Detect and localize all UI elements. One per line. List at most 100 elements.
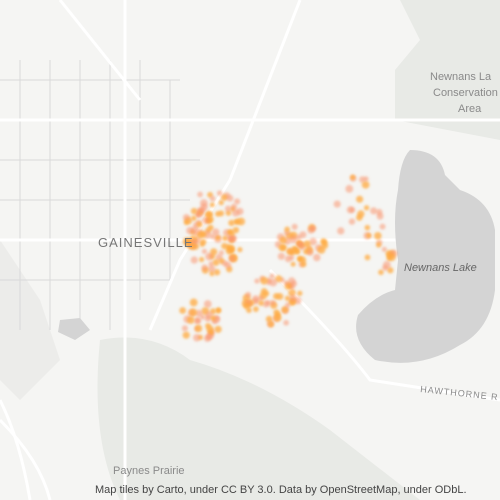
incident-point — [190, 256, 198, 264]
incident-point — [205, 211, 213, 219]
incident-point — [203, 300, 212, 308]
area-label: Conservation — [433, 87, 498, 99]
incident-point — [237, 217, 246, 226]
incident-point — [296, 241, 303, 247]
incident-point — [201, 248, 208, 254]
incident-point — [207, 265, 216, 273]
incident-point — [276, 292, 284, 300]
incident-point — [205, 252, 213, 261]
incident-point — [187, 316, 195, 324]
incident-point — [182, 331, 190, 339]
incident-point — [220, 194, 228, 201]
incident-point — [216, 190, 223, 197]
incident-point — [303, 240, 311, 248]
incident-point — [374, 231, 382, 240]
incident-point — [264, 291, 270, 297]
incident-point — [364, 254, 371, 261]
incident-point — [370, 207, 378, 215]
incident-point — [364, 224, 371, 231]
incident-point — [208, 261, 214, 267]
incident-point — [275, 275, 283, 283]
incident-point — [383, 260, 391, 269]
incident-point — [376, 212, 384, 220]
attribution: Map tiles by Carto, under CC BY 3.0. Dat… — [95, 484, 467, 496]
incident-point — [337, 227, 345, 235]
incident-point — [357, 210, 365, 218]
incident-point — [234, 198, 241, 205]
incident-point — [290, 261, 296, 267]
incident-point — [205, 322, 211, 329]
incident-point — [225, 210, 232, 216]
incident-point — [210, 315, 216, 321]
incident-point — [191, 225, 199, 234]
incident-point — [190, 207, 198, 215]
incident-point — [313, 253, 321, 262]
incident-point — [269, 278, 278, 287]
incident-point — [237, 247, 243, 253]
incident-point — [284, 226, 290, 233]
incident-point — [213, 268, 221, 276]
incident-point — [363, 205, 370, 211]
incident-point — [289, 235, 298, 244]
incident-point — [212, 228, 220, 236]
incident-point — [350, 174, 356, 180]
incident-point — [227, 229, 233, 235]
incident-point — [296, 234, 302, 240]
incident-point — [279, 236, 287, 244]
incident-point — [260, 276, 268, 285]
incident-point — [197, 207, 204, 214]
incident-point — [287, 277, 296, 285]
incident-point — [387, 267, 394, 274]
incident-point — [198, 256, 205, 263]
incident-point — [179, 307, 187, 314]
incident-point — [252, 306, 259, 313]
lake-label: Newnans Lake — [404, 262, 477, 274]
incident-point — [378, 269, 384, 276]
incident-point — [189, 298, 198, 307]
incident-point — [286, 247, 293, 255]
incident-point — [195, 309, 203, 318]
incident-point — [333, 200, 341, 208]
incident-point — [348, 218, 356, 225]
incident-point — [228, 255, 236, 262]
incident-point — [191, 215, 197, 221]
incident-point — [278, 244, 286, 252]
incident-point — [183, 219, 189, 225]
incident-point — [297, 256, 303, 262]
newnans-lake — [356, 150, 495, 363]
incident-point — [375, 242, 382, 248]
incident-point — [291, 223, 298, 230]
incident-points — [179, 174, 398, 342]
conservation-area — [395, 0, 500, 140]
incident-point — [232, 209, 240, 217]
incident-point — [269, 273, 275, 279]
incident-point — [283, 280, 289, 286]
incident-point — [196, 231, 204, 239]
incident-point — [388, 253, 396, 262]
incident-point — [218, 210, 225, 217]
incident-point — [209, 202, 215, 208]
incident-point — [310, 225, 317, 232]
incident-point — [218, 250, 224, 256]
incident-point — [379, 223, 386, 230]
incident-point — [269, 299, 276, 306]
incident-point — [203, 335, 211, 342]
incident-point — [283, 319, 289, 326]
incident-point — [201, 264, 208, 271]
incident-point — [281, 306, 289, 314]
incident-point — [209, 195, 216, 202]
incident-point — [363, 176, 369, 182]
incident-point — [202, 216, 210, 224]
incident-point — [215, 307, 221, 314]
incident-point — [224, 205, 232, 212]
incident-point — [297, 290, 303, 296]
incident-point — [265, 300, 271, 306]
incident-point — [224, 261, 232, 269]
incident-point — [258, 295, 264, 302]
incident-point — [193, 334, 201, 342]
incident-point — [215, 234, 221, 241]
incident-point — [196, 221, 203, 228]
incident-point — [273, 313, 282, 322]
incident-point — [288, 254, 295, 261]
